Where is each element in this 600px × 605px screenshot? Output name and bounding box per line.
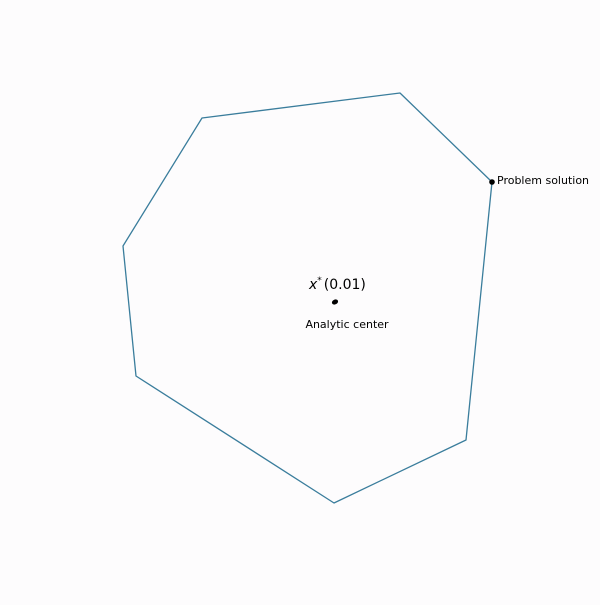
x-star-value: (0.01) <box>324 277 366 293</box>
problem-solution-label: Problem solution <box>497 174 589 187</box>
problem-solution-point <box>489 179 495 185</box>
x-star-symbol: x <box>308 277 318 293</box>
feasible-polygon <box>122 92 493 504</box>
analytic-center-point <box>331 299 339 305</box>
analytic-center-label: Analytic center <box>305 318 389 331</box>
x-star-superscript: * <box>317 276 322 286</box>
x-star-label: x* (0.01) <box>308 276 366 293</box>
